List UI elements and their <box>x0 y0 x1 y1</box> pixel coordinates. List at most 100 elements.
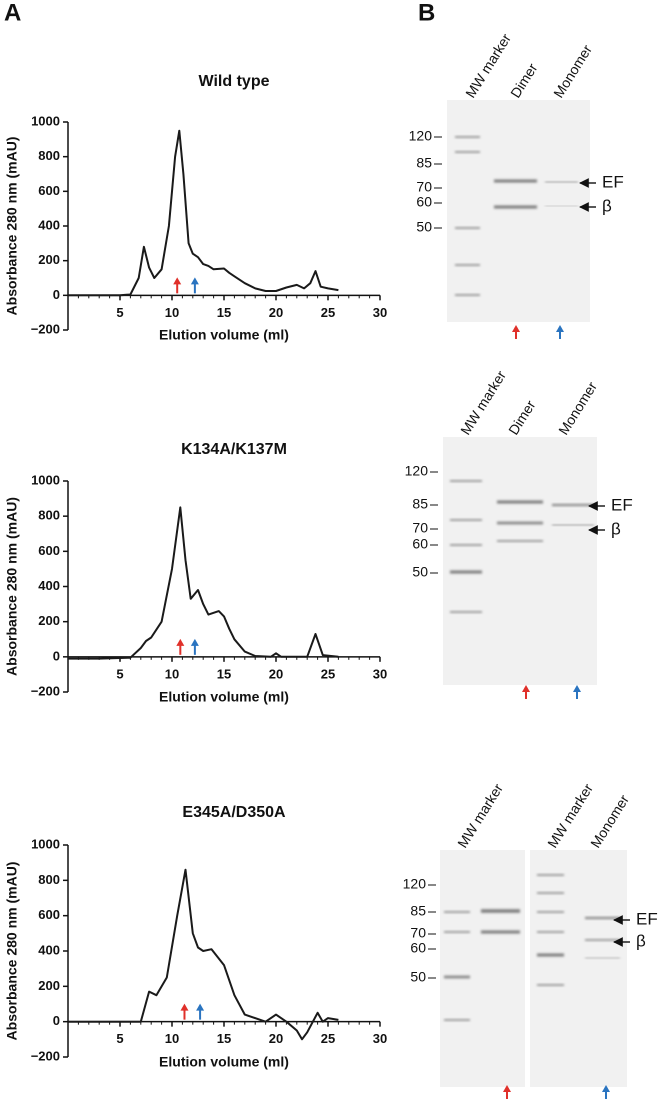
gel-band <box>552 524 594 526</box>
x-tick-label: 25 <box>321 1031 335 1046</box>
arrow-head <box>173 277 182 285</box>
lane-label: Monomer <box>550 42 595 101</box>
ladder-label: 120 <box>405 463 429 479</box>
gel-band <box>450 544 482 546</box>
ladder-label: 120 <box>403 876 427 892</box>
band-label: β <box>611 519 621 538</box>
gel-band <box>444 1019 470 1021</box>
gel-band <box>585 939 620 941</box>
chart-title: Wild type <box>199 73 270 90</box>
fraction-arrow <box>190 638 199 655</box>
x-tick-label: 5 <box>116 666 123 681</box>
gel-band <box>481 930 520 934</box>
chart-title: E345A/D350A <box>182 804 286 821</box>
x-tick-label: 5 <box>116 305 123 320</box>
fraction-arrow-head <box>503 1085 511 1092</box>
gel-band <box>450 611 482 613</box>
y-axis-label: Absorbance 280 nm (mAU) <box>4 862 20 1041</box>
arrow-head <box>190 277 199 285</box>
y-tick-label: 0 <box>53 1013 60 1028</box>
arrow-head <box>176 638 185 646</box>
band-label: EF <box>611 495 633 514</box>
gel-band <box>537 984 564 986</box>
gel-band <box>450 570 482 574</box>
x-tick-label: 20 <box>269 1031 283 1046</box>
y-tick-label: 200 <box>38 252 60 267</box>
band-label: EF <box>602 172 624 191</box>
x-tick-label: 15 <box>217 305 231 320</box>
arrow-head <box>180 1003 189 1011</box>
gel-band <box>450 480 482 482</box>
gel-band <box>497 540 543 542</box>
y-axis-label: Absorbance 280 nm (mAU) <box>4 497 20 676</box>
x-axis-label: Elution volume (ml) <box>159 689 289 705</box>
x-tick-label: 15 <box>217 666 231 681</box>
gel-band <box>494 179 537 183</box>
y-tick-label: 400 <box>38 578 60 593</box>
x-tick-label: 20 <box>269 305 283 320</box>
gel-band <box>537 874 564 876</box>
y-tick-label: 1000 <box>31 113 60 128</box>
ladder-label: 50 <box>416 219 432 235</box>
x-tick-label: 5 <box>116 1031 123 1046</box>
trace <box>68 129 339 297</box>
ladder-label: 85 <box>412 496 428 512</box>
fraction-arrow <box>196 1003 205 1020</box>
fraction-arrow-head <box>556 325 564 332</box>
y-axis-label: Absorbance 280 nm (mAU) <box>4 137 20 316</box>
gel-band <box>537 911 564 913</box>
gel-band <box>552 504 594 506</box>
x-axis-label: Elution volume (ml) <box>159 327 289 343</box>
gel-image <box>443 437 597 685</box>
gel-band <box>455 151 480 153</box>
ladder-label: 50 <box>410 969 426 985</box>
lane-label: Monomer <box>555 379 600 438</box>
x-tick-label: 25 <box>321 666 335 681</box>
gel-band <box>455 136 480 138</box>
arrow-head <box>190 638 199 646</box>
lane-label: Dimer <box>505 397 539 437</box>
y-tick-label: −200 <box>31 321 60 336</box>
arrow-head <box>196 1003 205 1011</box>
fraction-arrow-head <box>573 685 581 692</box>
y-tick-label: 200 <box>38 978 60 993</box>
lane-label: MW marker <box>457 367 509 437</box>
x-tick-label: 10 <box>165 1031 179 1046</box>
gel-band <box>455 264 480 266</box>
ladder-label: 60 <box>412 536 428 552</box>
ladder-label: 60 <box>410 940 426 956</box>
ladder-label: 70 <box>412 520 428 536</box>
ladder-label: 85 <box>410 903 426 919</box>
x-tick-label: 15 <box>217 1031 231 1046</box>
fraction-arrow-head <box>512 325 520 332</box>
gel-band <box>455 227 480 229</box>
gel-band <box>545 205 578 207</box>
gel-image <box>530 850 627 1087</box>
ladder-label: 85 <box>416 155 432 171</box>
band-label: EF <box>636 909 658 928</box>
y-tick-label: 800 <box>38 148 60 163</box>
y-tick-label: 600 <box>38 183 60 198</box>
y-tick-label: 600 <box>38 543 60 558</box>
fraction-arrow <box>180 1003 189 1020</box>
ladder-label: 60 <box>416 194 432 210</box>
gel-band <box>545 181 578 183</box>
gel-band <box>537 892 564 894</box>
gel-band <box>497 500 543 504</box>
fraction-arrow-head <box>602 1085 610 1092</box>
lane-label: MW marker <box>454 780 506 850</box>
gel-image <box>447 100 590 322</box>
lane-label: Dimer <box>507 60 541 100</box>
x-tick-label: 10 <box>165 305 179 320</box>
trace <box>68 868 339 1041</box>
x-tick-label: 25 <box>321 305 335 320</box>
gel-band <box>497 521 543 525</box>
y-tick-label: 200 <box>38 613 60 628</box>
gel-band <box>444 975 470 979</box>
y-tick-label: 1000 <box>31 472 60 487</box>
trace <box>68 506 339 660</box>
gel-band <box>585 917 620 919</box>
x-tick-label: 20 <box>269 666 283 681</box>
gel-band <box>455 294 480 296</box>
